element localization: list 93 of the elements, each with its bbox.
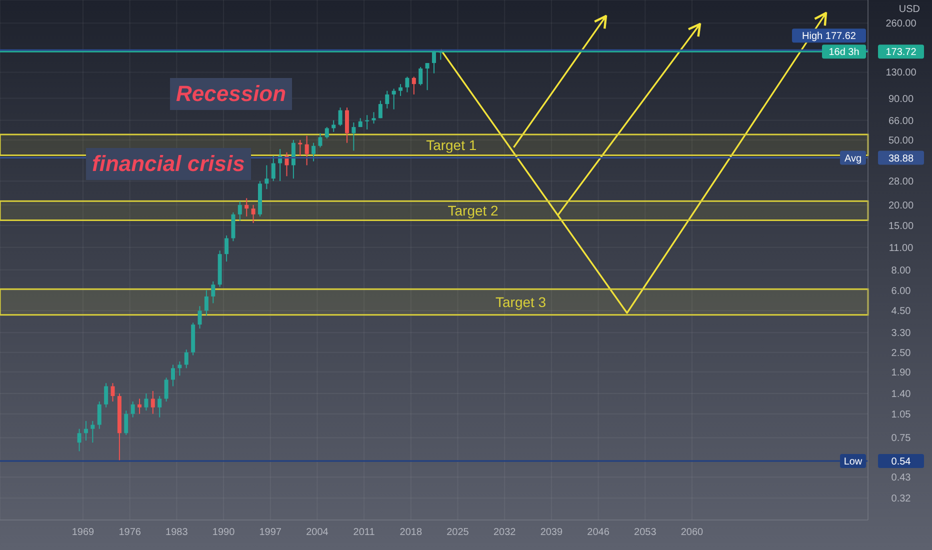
- candlestick: [312, 142, 316, 162]
- candlestick: [238, 200, 242, 222]
- y-tick-label: 1.40: [891, 388, 912, 400]
- y-tick-label: 8.00: [891, 265, 912, 276]
- y-tick-label: 4.50: [891, 306, 912, 318]
- candlestick: [298, 139, 302, 156]
- candlestick: [144, 392, 148, 412]
- x-tick-label: 1976: [118, 527, 142, 538]
- x-tick-label: 1997: [259, 527, 282, 538]
- candlestick: [332, 120, 336, 132]
- y-tick-label: 260.00: [886, 18, 917, 30]
- annotation: Recession: [170, 78, 292, 110]
- y-tick-label: 15.00: [888, 220, 914, 232]
- candlestick: [138, 398, 142, 414]
- candlestick: [110, 382, 115, 402]
- x-tick-label: 2060: [680, 527, 704, 538]
- y-tick-label: 130.00: [886, 68, 917, 79]
- candlestick: [405, 76, 410, 93]
- candlestick: [324, 126, 329, 140]
- candlestick: [398, 84, 403, 96]
- x-tick-label: 1983: [166, 527, 188, 538]
- candlestick: [130, 401, 135, 418]
- candlestick: [425, 62, 430, 91]
- x-tick-label: 1990: [212, 527, 236, 538]
- x-tick-label: 2046: [587, 527, 610, 538]
- candlestick: [90, 420, 95, 444]
- candlestick: [158, 396, 162, 418]
- y-tick-label: 11.00: [888, 242, 914, 254]
- candlestick: [97, 401, 102, 430]
- candlestick: [164, 377, 168, 402]
- y-tick-label: 20.00: [888, 200, 914, 212]
- candlestick: [124, 410, 128, 436]
- candlestick: [224, 234, 229, 262]
- y-tick-label: 28.00: [888, 176, 914, 188]
- band-label: Target 2: [448, 202, 499, 219]
- ref-line-label: Avg: [844, 153, 862, 164]
- candlestick: [204, 290, 208, 316]
- annotation: financial crisis: [86, 148, 251, 180]
- y-tick-label: 90.00: [888, 94, 914, 105]
- candlestick: [352, 122, 356, 152]
- y-tick-label: 0.75: [891, 433, 912, 444]
- x-tick-label: 2032: [493, 527, 516, 538]
- candlestick: [77, 428, 82, 452]
- candlestick: [84, 420, 88, 442]
- candlestick: [170, 364, 175, 387]
- candlestick: [418, 66, 423, 86]
- y-tick-label: 0.43: [891, 472, 912, 484]
- ref-line-label: High 177.62: [802, 31, 856, 42]
- candlestick: [304, 135, 309, 166]
- band-label: Target 1: [426, 136, 477, 153]
- candlestick: [412, 76, 416, 95]
- candlestick: [211, 280, 216, 304]
- x-tick-label: 2018: [400, 527, 422, 538]
- ref-line-label: Low: [844, 456, 863, 468]
- x-tick-label: 1969: [72, 527, 95, 538]
- candlestick: [318, 132, 322, 148]
- x-tick-label: 2011: [353, 527, 376, 538]
- y-axis-title: USD: [898, 4, 920, 15]
- candlestick: [231, 212, 236, 242]
- x-tick-label: 2053: [634, 527, 657, 538]
- candlestick: [178, 360, 182, 376]
- candlestick: [264, 164, 269, 190]
- y-tick-label: 0.32: [891, 494, 912, 505]
- candlestick: [150, 390, 155, 414]
- candlestick: [184, 349, 188, 369]
- y-tick-label: 1.90: [891, 367, 912, 378]
- x-tick-label: 2025: [446, 527, 470, 538]
- candlestick: [385, 90, 390, 109]
- y-tick-label: 0.54: [891, 456, 912, 468]
- band-label: Target 3: [496, 294, 546, 310]
- candlestick: [338, 107, 342, 126]
- ref-line-label: 16d 3h: [828, 47, 860, 58]
- y-tick-label: 38.88: [888, 153, 914, 164]
- y-tick-label: 3.30: [891, 328, 912, 340]
- candlestick: [344, 107, 349, 144]
- y-tick-label: 1.05: [891, 409, 912, 420]
- candlestick: [251, 204, 256, 224]
- candlestick: [378, 100, 382, 119]
- candlestick: [244, 198, 249, 217]
- y-tick-label: 173.72: [886, 47, 917, 58]
- y-tick-label: 66.00: [888, 116, 914, 127]
- y-tick-label: 2.50: [891, 348, 912, 359]
- candlestick: [198, 306, 202, 330]
- y-tick-label: 50.00: [888, 135, 914, 146]
- x-tick-label: 2039: [540, 527, 564, 538]
- candlestick: [271, 155, 276, 182]
- y-tick-label: 6.00: [891, 286, 912, 297]
- candlestick: [104, 382, 108, 408]
- candlestick: [365, 114, 370, 130]
- candlestick: [392, 88, 396, 110]
- candlestick: [372, 112, 376, 124]
- x-tick-label: 2004: [306, 527, 329, 538]
- candlestick: [291, 139, 296, 180]
